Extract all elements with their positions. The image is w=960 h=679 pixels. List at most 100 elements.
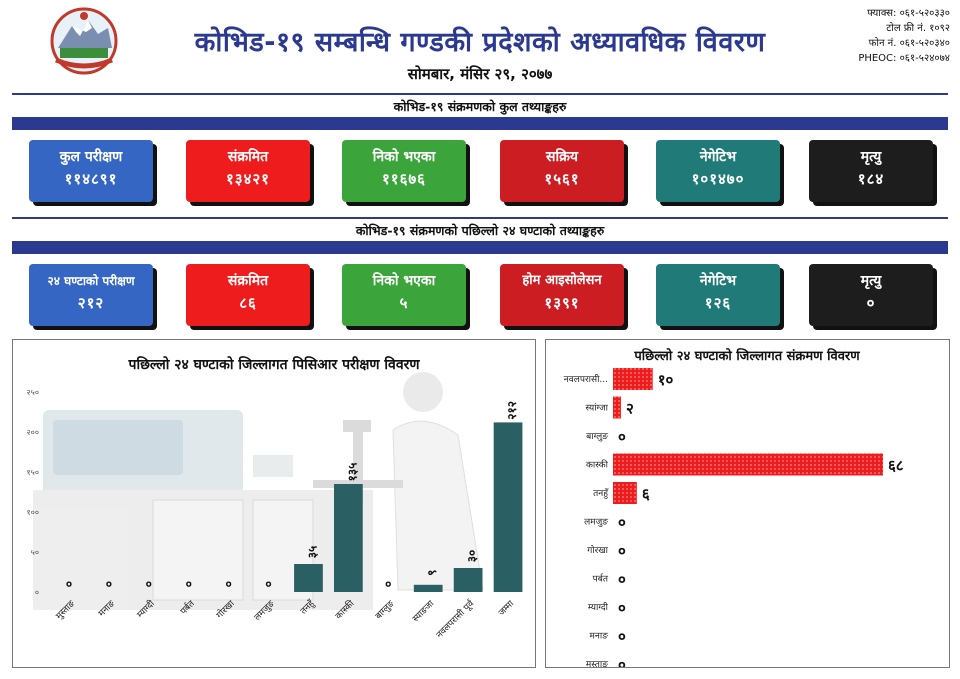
total-recovered-card: निको भएका ११६७६: [342, 140, 466, 202]
data-label: २: [626, 400, 634, 418]
category-label: लमजुङ: [584, 518, 608, 528]
data-label: ०: [385, 577, 391, 591]
x-tick-label: बाग्लुङ: [374, 599, 397, 622]
fax-number: फ्याक्स: ०६१-५२०३३०: [867, 8, 950, 19]
category-label: मनाङ: [590, 632, 609, 642]
y-tick-label: १००: [27, 508, 39, 517]
y-tick-label: १५०: [27, 468, 39, 477]
data-label: ०: [226, 577, 232, 591]
bar: [453, 568, 483, 592]
last24-negative-card: नेगेटिभ १२६: [656, 264, 780, 326]
card-value: २१२: [77, 294, 105, 312]
y-tick-label: ०: [35, 588, 39, 597]
total-infected-card: संक्रमित १३४२१: [186, 140, 310, 202]
bar: [613, 396, 621, 419]
data-label: ०: [146, 577, 152, 591]
data-label: ०: [618, 656, 626, 667]
bar: [493, 422, 523, 592]
category-label: गोरखा: [587, 544, 608, 556]
card-label: होम आइसोलेसन: [522, 273, 602, 288]
infection-chart-panel: पछिल्लो २४ घण्टाको जिल्लागत संक्रमण विवर…: [545, 339, 950, 668]
data-label: ०: [618, 514, 626, 532]
category-label: तनहुँ: [593, 487, 609, 499]
section-band: [12, 241, 948, 254]
x-tick-label: जम्मा: [497, 599, 517, 619]
card-label: २४ घण्टाको परीक्षण: [47, 274, 135, 288]
data-label: ०: [265, 577, 271, 591]
bar: [413, 584, 443, 592]
data-label: ०: [66, 577, 72, 591]
data-label: १३५: [345, 463, 359, 482]
data-label: ०: [618, 599, 626, 617]
nepal-emblem-logo: [50, 7, 118, 75]
data-label: ०: [618, 542, 626, 560]
chart-title: पछिल्लो २४ घण्टाको जिल्लागत संक्रमण विवर…: [633, 348, 860, 364]
card-value: १३४२१: [225, 170, 270, 188]
phone-number: फोन नं. ०६१-५२०३४०: [868, 38, 950, 49]
y-tick-label: २५०: [27, 388, 39, 397]
card-label: निको भएका: [372, 149, 436, 165]
total-deaths-card: मृत्यु १८४: [809, 140, 933, 202]
lab-illustration: [33, 372, 484, 610]
total-active-card: सक्रिय १५६१: [500, 140, 624, 202]
card-label: कुल परीक्षण: [59, 149, 123, 165]
last24-home-isolation-card: होम आइसोलेसन १३९१: [500, 264, 624, 326]
data-label: ०: [106, 577, 112, 591]
card-label: संक्रमित: [227, 273, 269, 289]
pcr-bar-chart: पछिल्लो २४ घण्टाको जिल्लागत पिसिआर परीक्…: [27, 356, 523, 641]
card-label: नेगेटिभ: [699, 149, 737, 165]
data-label: २१२: [505, 401, 519, 420]
card-value: १०१४७०: [691, 170, 745, 188]
last24-deaths-card: मृत्यु ०: [809, 264, 933, 326]
total-tests-card: कुल परीक्षण ११४८९१: [29, 140, 153, 202]
divider-line: [12, 93, 948, 95]
card-label: मृत्यु: [860, 273, 882, 289]
x-tick-label: नवलपरासी पूर्व: [433, 597, 477, 641]
contact-info: फ्याक्स: ०६१-५२०३३० टोल फ्री नं. १०९२ फो…: [858, 6, 950, 66]
pcr-chart-panel: पछिल्लो २४ घण्टाको जिल्लागत पिसिआर परीक्…: [12, 339, 536, 668]
last24-tests-card: २४ घण्टाको परीक्षण २१२: [29, 264, 153, 326]
data-label: ०: [618, 628, 626, 646]
card-label: सक्रिय: [546, 149, 578, 165]
bar: [613, 453, 883, 476]
tollfree-number: टोल फ्री नं. १०९२: [886, 23, 950, 34]
y-tick-label: ५०: [31, 548, 39, 557]
infection-bar-chart: पछिल्लो २४ घण्टाको जिल्लागत संक्रमण विवर…: [564, 348, 904, 667]
date-line: सोमबार, मंसिर २९, २०७७: [407, 65, 553, 83]
card-value: १५६१: [544, 170, 580, 188]
divider-line: [12, 217, 948, 219]
card-label: संक्रमित: [227, 149, 269, 165]
bar: [613, 368, 653, 390]
pheoc-number: PHEOC: ०६१-५२४०७४: [858, 53, 950, 64]
card-value: ११६७६: [381, 170, 426, 188]
data-label: ६८: [888, 457, 904, 475]
card-label: मृत्यु: [860, 149, 882, 165]
card-value: ११४८९१: [64, 170, 118, 188]
bar: [294, 564, 323, 592]
last24-recovered-card: निको भएका ५: [342, 264, 466, 326]
data-label: ६: [642, 485, 650, 503]
data-label: १०: [658, 371, 674, 389]
last24-heading: कोभिड-१९ संक्रमणको पछिल्लो २४ घण्टाको तथ…: [355, 223, 605, 238]
data-label: ३०: [465, 550, 479, 562]
card-label: नेगेटिभ: [699, 273, 737, 289]
card-value: ५: [399, 294, 409, 312]
last24-infected-card: संक्रमित ८६: [186, 264, 310, 326]
totals-heading: कोभिड-१९ संक्रमणको कुल तथ्याङ्कहरु: [393, 99, 567, 114]
data-label: ०: [618, 571, 626, 589]
total-negative-card: नेगेटिभ १०१४७०: [656, 140, 780, 202]
card-value: ८६: [239, 294, 257, 312]
data-label: ९: [425, 570, 439, 576]
y-tick-label: २००: [27, 428, 39, 437]
category-label: कास्की: [586, 459, 609, 471]
category-label: मुस्ताङ: [586, 660, 608, 667]
data-label: ०: [186, 577, 192, 591]
category-label: नवलपरासी...: [564, 373, 608, 385]
category-label: स्यांग्जा: [586, 403, 609, 414]
card-value: ०: [866, 294, 876, 312]
chart-title: पछिल्लो २४ घण्टाको जिल्लागत पिसिआर परीक्…: [128, 356, 421, 373]
card-label: निको भएका: [372, 273, 436, 289]
card-value: १८४: [857, 170, 885, 188]
bar: [334, 484, 363, 592]
x-tick-label: स्याङजा: [411, 599, 437, 625]
